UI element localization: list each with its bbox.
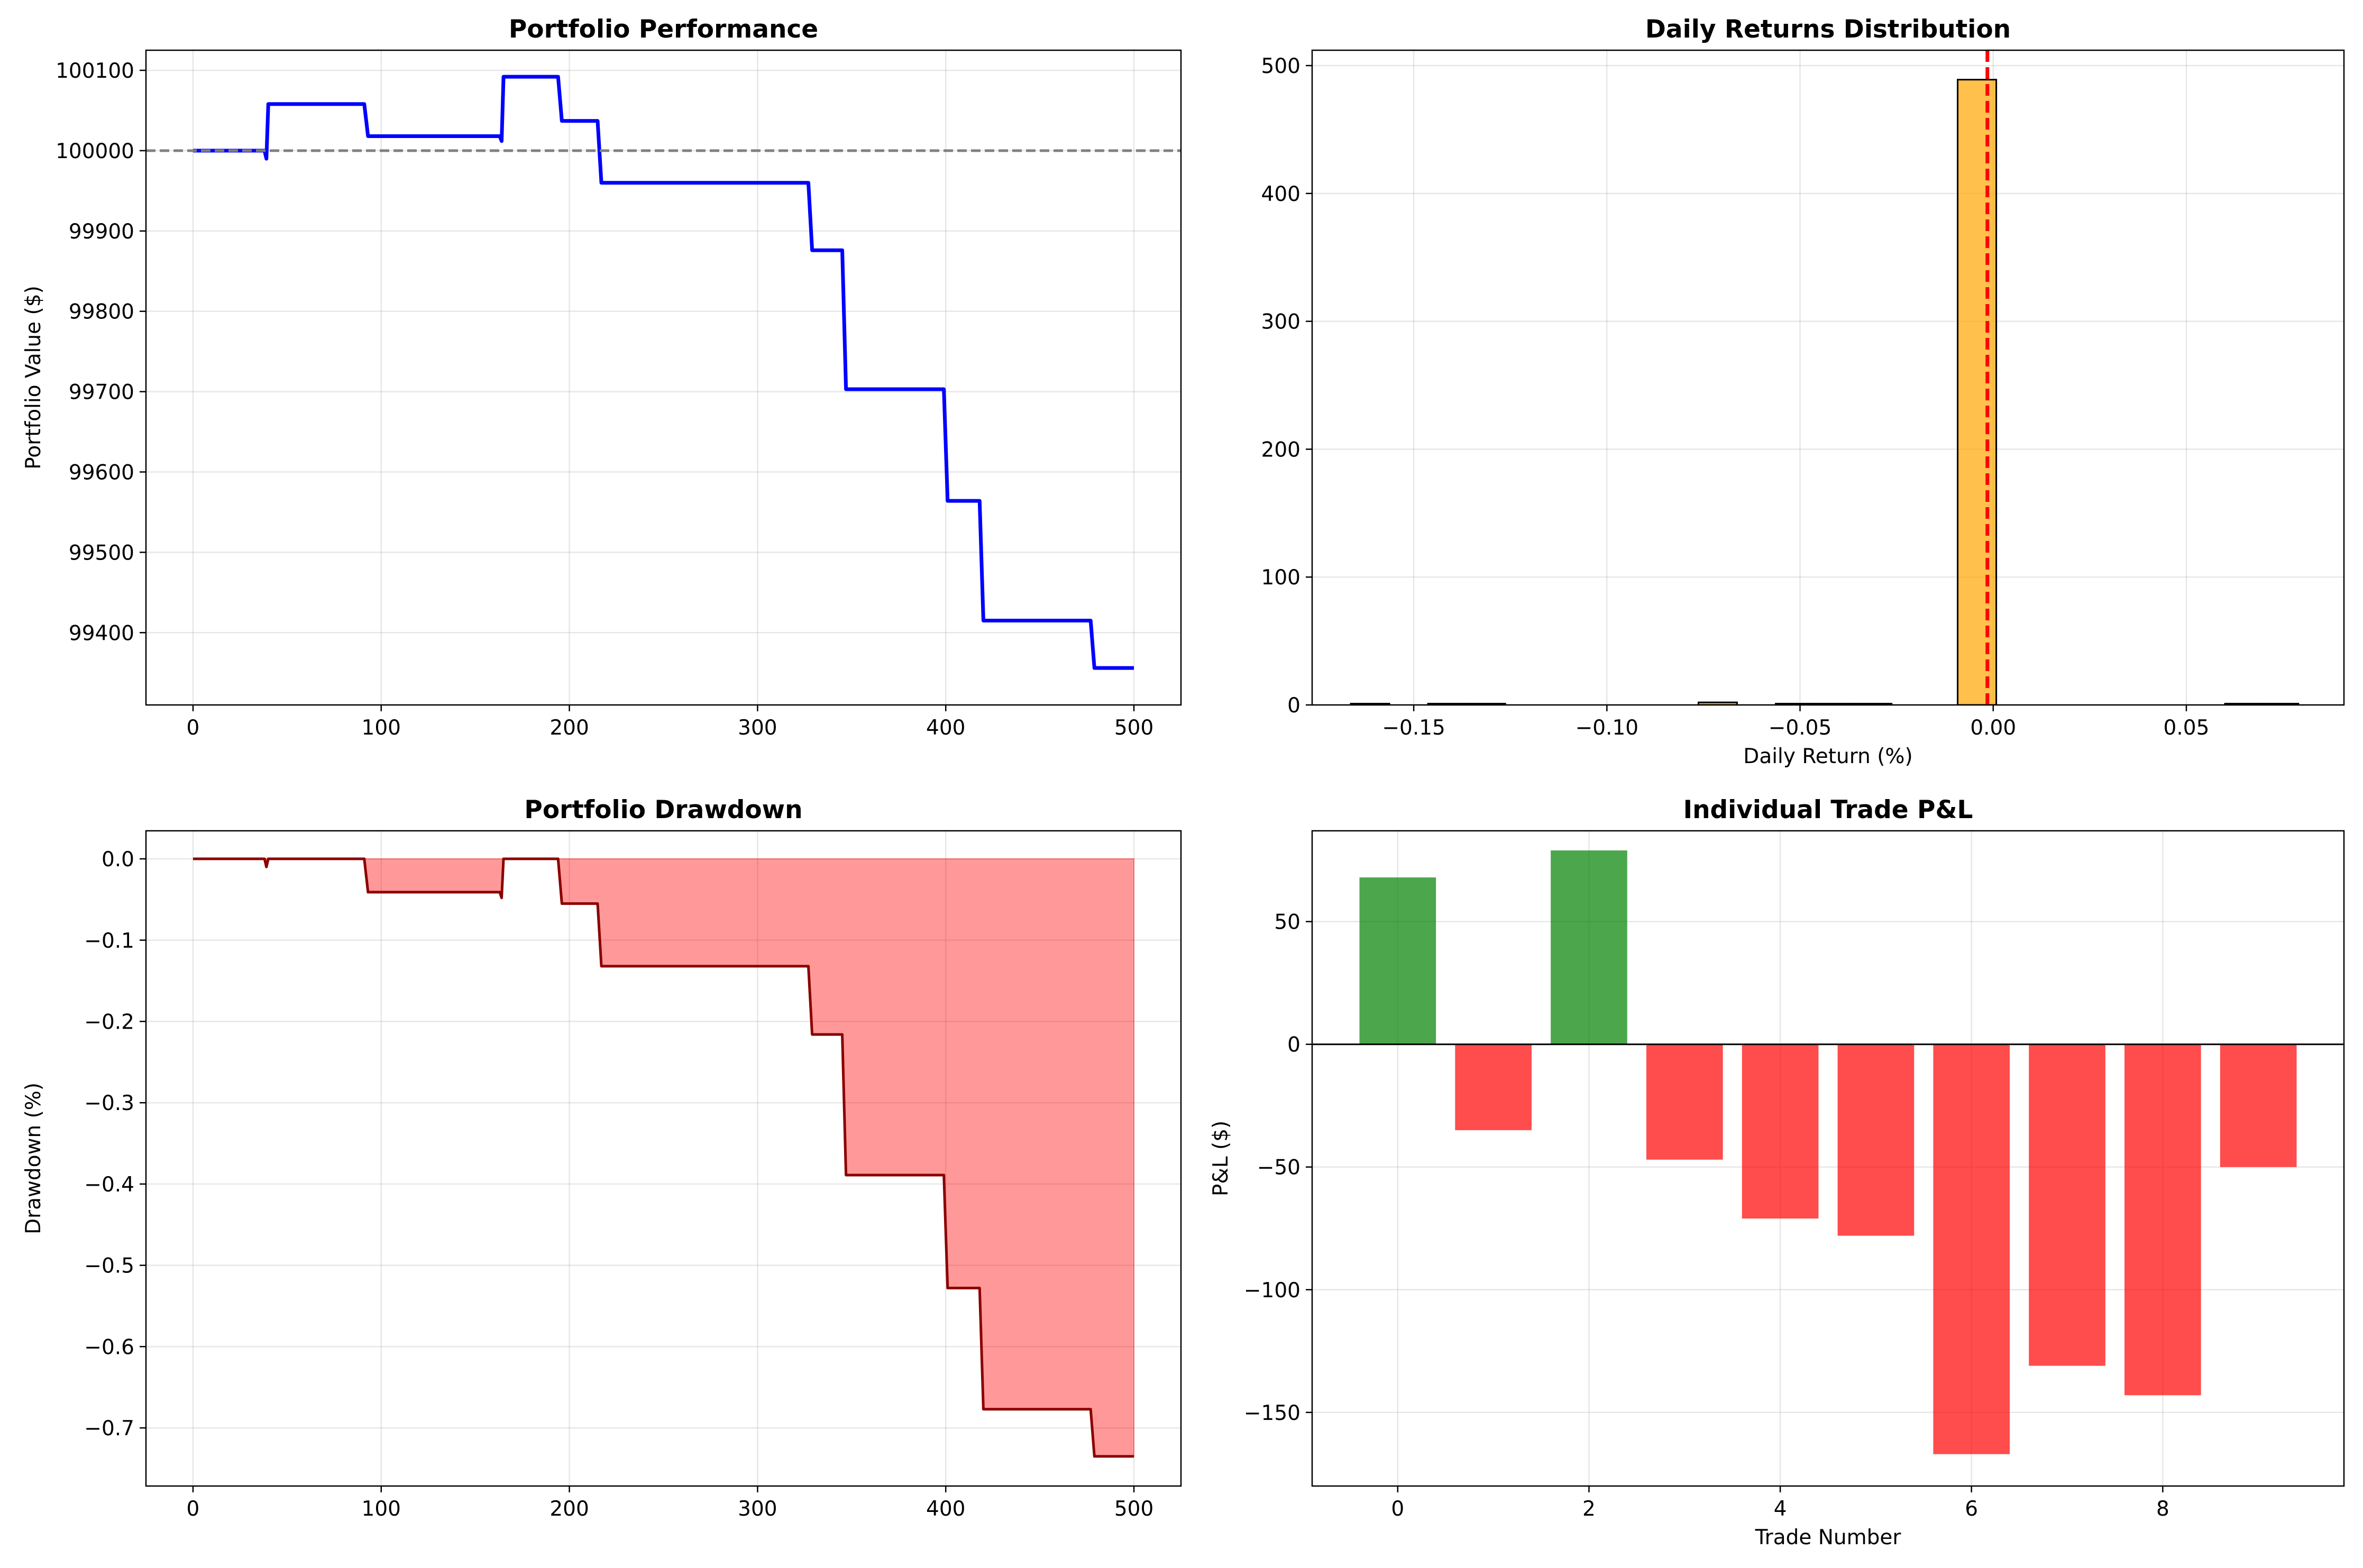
drawdown-line	[193, 857, 1134, 1458]
x-tick-label: 8	[2156, 1497, 2169, 1521]
y-tick-label: −0.1	[84, 929, 134, 953]
x-tick-label: 300	[738, 716, 777, 740]
x-tick-label: 0	[1391, 1497, 1404, 1521]
trade-bar	[2124, 1044, 2201, 1396]
x-axis-label: Trade Number	[1755, 1526, 1902, 1549]
y-tick-label: 99900	[69, 220, 134, 244]
x-tick-label: −0.10	[1576, 716, 1639, 740]
axes-frame	[145, 830, 1182, 1487]
y-tick-label: −100	[1244, 1279, 1300, 1303]
x-tick-label: 0	[187, 716, 200, 740]
trade-bar	[1742, 1044, 1819, 1219]
panel-title: Individual Trade P&L	[1683, 795, 1973, 824]
y-tick-label: 200	[1261, 438, 1300, 462]
trade-bar	[1933, 1044, 2010, 1454]
y-tick-label: 300	[1261, 310, 1300, 334]
y-tick-label: −0.4	[84, 1173, 134, 1197]
x-axis-label: Daily Return (%)	[1743, 745, 1912, 768]
x-tick-label: 100	[362, 716, 401, 740]
drawdown-area	[193, 858, 1135, 1457]
panel-2: −0.15 −0.10 −0.05 0.00 0.05 0 100 200 300 400 500 D…	[1261, 15, 2345, 768]
y-tick-label: 99400	[69, 621, 134, 645]
y-tick-label: 100000	[56, 140, 134, 163]
panel-title: Daily Returns Distribution	[1645, 15, 2011, 44]
trade-bar	[1455, 1044, 1532, 1131]
x-tick-label: 6	[1965, 1497, 1978, 1521]
y-tick-label: 500	[1261, 54, 1300, 78]
axes-frame	[1311, 49, 2345, 706]
x-tick-label: 2	[1582, 1497, 1596, 1521]
panel-3: 0 100 200 300 400 500 0.0 −0.1 −0.2 −0.3 −0.4 −0.5 −…	[22, 795, 1182, 1521]
trade-bar	[1646, 1044, 1723, 1160]
y-tick-label: 50	[1274, 911, 1300, 934]
y-tick-label: −0.2	[84, 1010, 134, 1034]
y-tick-label: 0	[1287, 694, 1300, 718]
grid	[1312, 50, 2344, 706]
grid	[146, 50, 1181, 705]
y-tick-label: 0	[1287, 1033, 1300, 1057]
y-tick-label: 99800	[69, 300, 134, 324]
panel-1: 0 100 200 300 400 500 99400 99500 99600 99700 9980…	[22, 15, 1182, 740]
x-tick-label: 0.05	[2164, 716, 2210, 740]
x-tick-label: 4	[1774, 1497, 1787, 1521]
y-tick-label: −0.3	[84, 1092, 134, 1115]
trade-bar	[1359, 877, 1436, 1044]
grid	[146, 831, 1181, 1486]
x-tick-label: 400	[926, 1497, 965, 1521]
plot-area	[1312, 850, 2344, 1454]
axes: −0.15 −0.10 −0.05 0.00 0.05 0 100 200 300 400 500 D…	[1261, 15, 2345, 768]
trade-bar	[1837, 1044, 1915, 1236]
plot-area	[193, 857, 1135, 1458]
panel-4: 0 2 4 6 8 50 0 −50 −100 −150 Individual Trade P&L T…	[1209, 795, 2345, 1549]
y-axis-label: P&L ($)	[1209, 1121, 1233, 1196]
x-tick-label: −0.15	[1382, 716, 1445, 740]
trade-bar	[2029, 1044, 2105, 1366]
y-tick-label: 100	[1261, 566, 1300, 590]
x-tick-label: 200	[549, 1497, 589, 1521]
axes: 0 2 4 6 8 50 0 −50 −100 −150 Individual Trade P&L T…	[1209, 795, 2345, 1549]
y-tick-label: 0.0	[102, 848, 134, 872]
y-tick-label: 99500	[69, 541, 134, 565]
y-tick-label: −0.5	[84, 1254, 134, 1278]
panel-title: Portfolio Performance	[509, 15, 818, 44]
x-tick-label: 400	[926, 716, 965, 740]
portfolio-value-line	[193, 75, 1134, 670]
y-tick-label: 99600	[69, 461, 134, 484]
plot-area	[1350, 50, 2300, 705]
trade-bar	[1551, 850, 1627, 1044]
x-tick-label: 500	[1114, 716, 1153, 740]
axes: 0 100 200 300 400 500 0.0 −0.1 −0.2 −0.3 −0.4 −0.5 −…	[22, 795, 1182, 1521]
x-tick-label: −0.05	[1769, 716, 1832, 740]
histogram-bar	[1957, 79, 1998, 705]
y-tick-label: 400	[1261, 182, 1300, 206]
axes: 0 100 200 300 400 500 99400 99500 99600 99700 9980…	[22, 15, 1182, 740]
y-axis-label: Drawdown (%)	[22, 1083, 45, 1234]
x-tick-label: 0.00	[1970, 716, 2016, 740]
x-tick-label: 200	[549, 716, 589, 740]
y-tick-label: 100100	[56, 59, 134, 83]
axes-frame	[1311, 830, 2345, 1487]
plot-area	[146, 75, 1181, 670]
y-tick-label: −150	[1244, 1401, 1300, 1425]
y-axis-label: Portfolio Value ($)	[22, 286, 45, 470]
y-tick-label: 99700	[69, 381, 134, 405]
y-tick-label: −0.7	[84, 1417, 134, 1441]
x-tick-label: 0	[187, 1497, 200, 1521]
x-tick-label: 100	[362, 1497, 401, 1521]
panel-title: Portfolio Drawdown	[524, 795, 802, 824]
axes-frame	[145, 49, 1182, 706]
trade-bar	[2220, 1044, 2297, 1167]
x-tick-label: 300	[738, 1497, 777, 1521]
y-tick-label: −50	[1257, 1156, 1300, 1180]
y-tick-label: −0.6	[84, 1335, 134, 1359]
x-tick-label: 500	[1114, 1497, 1153, 1521]
histogram-bar	[1697, 701, 1738, 705]
